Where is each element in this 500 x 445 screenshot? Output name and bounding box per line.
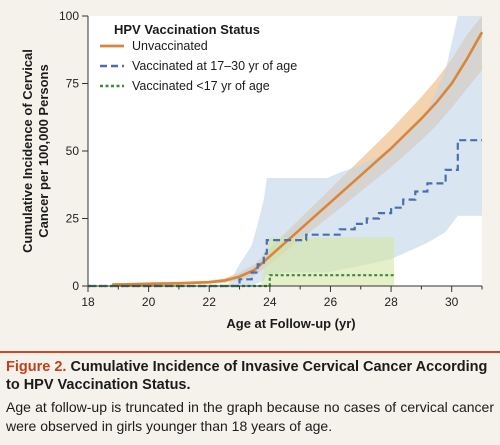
legend-label-2: Vaccinated at 17–30 yr of age: [132, 59, 297, 73]
y-tick-label: 25: [66, 212, 80, 226]
x-tick-label: 18: [81, 295, 95, 309]
x-tick-label: 22: [203, 295, 217, 309]
y-tick-label: 50: [66, 144, 80, 158]
cumulative-incidence-chart: 0 25 50 75 100 18 20 22 24 26 28 30 Age at Follow-up…: [20, 9, 484, 331]
figure-caption: Figure 2. Cumulative Incidence of Invasi…: [6, 358, 494, 436]
confidence-band-2: [88, 16, 482, 286]
x-tick-label: 30: [445, 295, 459, 309]
y-tick-label: 75: [66, 77, 80, 91]
confidence-band-3: [88, 237, 395, 286]
legend-label-1: Unvaccinated: [132, 39, 208, 53]
series-line-2: [88, 139, 482, 288]
y-tick-label: 100: [59, 9, 79, 23]
figure-title: Cumulative Incidence of Invasive Cervica…: [6, 359, 488, 393]
x-tick-label: 20: [142, 295, 156, 309]
caption-text: Age at follow-up is truncated in the gra…: [6, 399, 494, 434]
y-tick-label: 0: [72, 279, 79, 293]
series-line-1: [112, 31, 484, 286]
y-axis-title-line1: Cumulative Incidence of Cervical: [20, 49, 35, 253]
legend-label-3: Vaccinated <17 yr of age: [132, 79, 270, 93]
caption-title: Figure 2. Cumulative Incidence of Invasi…: [6, 358, 494, 394]
x-tick-label: 26: [324, 295, 338, 309]
y-axis-title: Cumulative Incidence of Cervical Cancer p…: [20, 49, 51, 253]
x-axis-title: Age at Follow-up (yr): [226, 316, 355, 331]
y-axis-title-line2: Cancer per 100,000 Persons: [36, 64, 51, 237]
x-tick-label: 24: [263, 295, 277, 309]
figure-label: Figure 2.: [6, 359, 67, 375]
x-tick-label: 28: [384, 295, 398, 309]
legend-title: HPV Vaccination Status: [114, 22, 260, 37]
caption-divider: [0, 351, 500, 353]
